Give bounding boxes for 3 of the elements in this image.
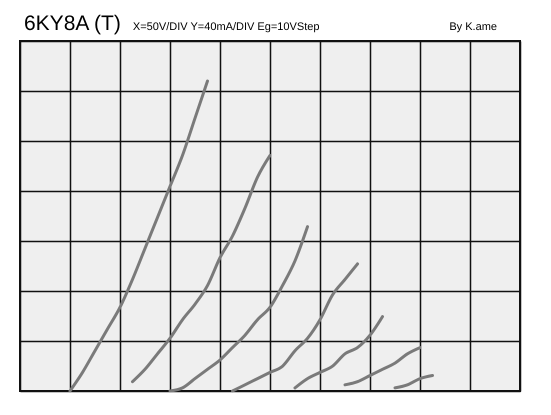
chart-subtitle: X=50V/DIV Y=40mA/DIV Eg=10VStep bbox=[132, 21, 320, 33]
chart-title: 6KY8A (T) bbox=[24, 12, 121, 36]
text: By K.ame bbox=[449, 21, 497, 33]
